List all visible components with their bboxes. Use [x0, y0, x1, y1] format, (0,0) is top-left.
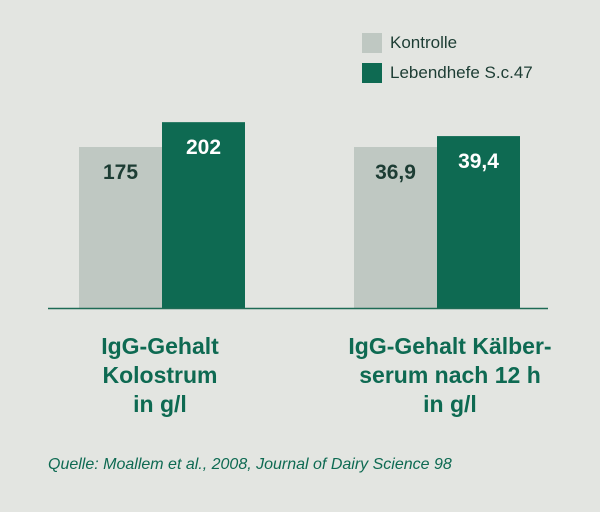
source-citation: Quelle: Moallem et al., 2008, Journal of… — [48, 456, 452, 473]
legend: Kontrolle Lebendhefe S.c.47 — [362, 32, 533, 92]
value-label: 202 — [186, 136, 221, 159]
bar-group1-series0 — [354, 147, 437, 308]
bar-group0-series1 — [162, 122, 245, 308]
value-label: 36,9 — [375, 161, 416, 184]
bars — [79, 122, 520, 308]
legend-item-kontrolle: Kontrolle — [362, 32, 533, 54]
category-label-kolostrum: IgG-Gehalt Kolostrum in g/l — [101, 333, 219, 417]
legend-label: Lebendhefe S.c.47 — [390, 63, 533, 82]
category-label-kaelberserum: IgG-Gehalt Kälber- serum nach 12 h in g/… — [348, 333, 552, 417]
legend-label: Kontrolle — [390, 33, 458, 52]
bar-group1-series1 — [437, 136, 520, 308]
bar-group0-series0 — [79, 147, 162, 308]
value-labels: 175 202 36,9 39,4 — [103, 136, 499, 184]
legend-swatch-kontrolle — [362, 33, 382, 53]
legend-swatch-lebendhefe — [362, 63, 382, 83]
legend-item-lebendhefe: Lebendhefe S.c.47 — [362, 62, 533, 84]
value-label: 175 — [103, 161, 138, 184]
value-label: 39,4 — [458, 150, 499, 173]
